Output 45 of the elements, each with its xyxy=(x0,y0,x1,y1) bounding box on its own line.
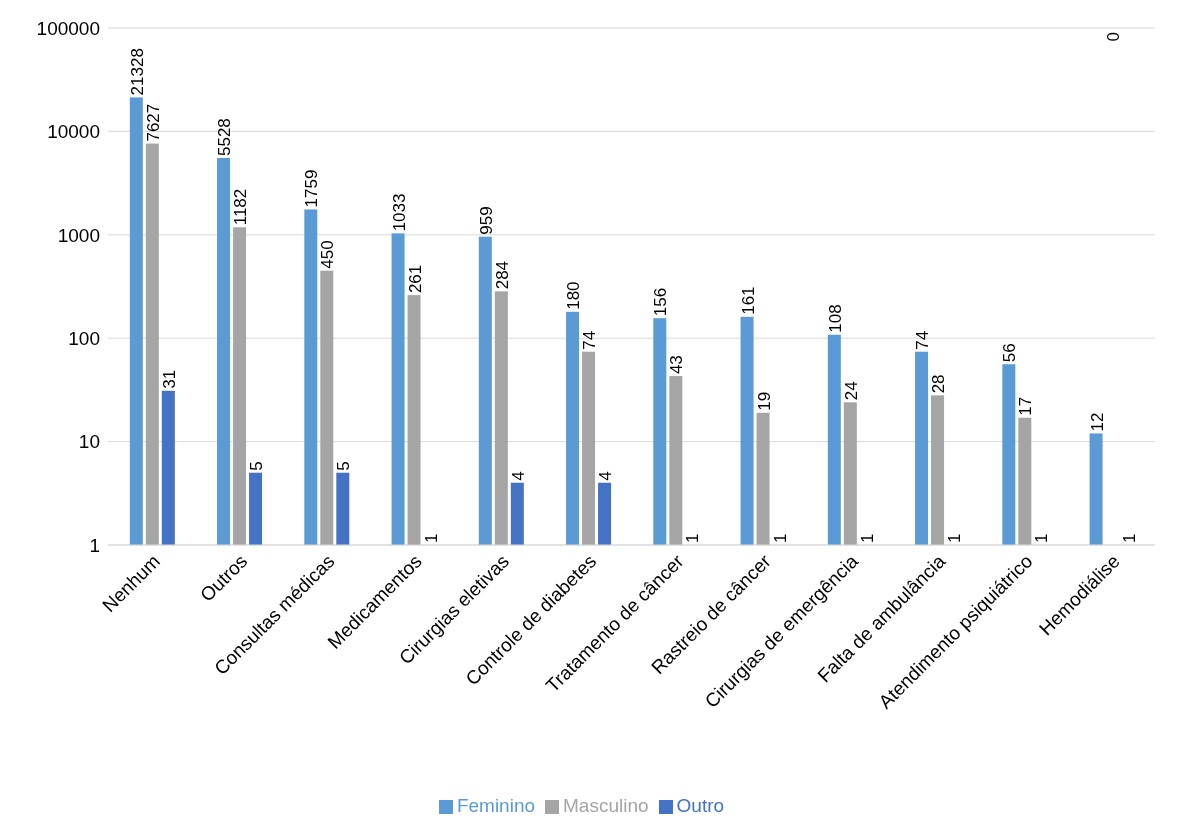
data-label: 7627 xyxy=(143,103,163,142)
data-label: 284 xyxy=(492,260,512,290)
y-tick-label: 1 xyxy=(89,534,100,556)
data-label: 1 xyxy=(1032,533,1052,543)
legend-label: Masculino xyxy=(563,795,649,816)
data-label: 1 xyxy=(945,533,965,543)
y-tick-label: 100000 xyxy=(36,17,100,39)
legend-label: Feminino xyxy=(456,795,536,816)
data-label: 1 xyxy=(421,533,441,543)
y-tick-label: 10000 xyxy=(47,121,100,143)
data-label: 21328 xyxy=(127,48,147,96)
data-label: 1033 xyxy=(389,193,409,232)
data-label: 17 xyxy=(1016,396,1036,416)
data-label: 1 xyxy=(683,533,703,543)
text: 0 xyxy=(1103,32,1123,42)
data-label: 4 xyxy=(508,471,528,481)
data-label: 1759 xyxy=(302,169,322,208)
data-label: 5528 xyxy=(215,118,235,157)
y-tick-label: 100 xyxy=(68,327,100,349)
data-label: 19 xyxy=(754,391,774,411)
data-label: 959 xyxy=(476,206,496,235)
data-label: 1182 xyxy=(231,188,251,226)
data-label: 261 xyxy=(405,264,425,294)
data-label: 74 xyxy=(580,330,600,350)
y-tick-label: 1000 xyxy=(57,224,100,246)
data-label: 43 xyxy=(667,355,687,375)
data-label: 108 xyxy=(825,304,845,333)
data-label: 1 xyxy=(1119,533,1139,543)
data-label: 5 xyxy=(247,461,267,471)
data-label: 56 xyxy=(1000,343,1020,363)
data-label: 12 xyxy=(1087,412,1107,432)
data-label: 4 xyxy=(596,471,616,481)
y-tick-label: 10 xyxy=(78,431,100,453)
data-label: 161 xyxy=(738,286,758,315)
data-label: 31 xyxy=(159,369,179,389)
data-label: 28 xyxy=(929,374,949,394)
data-label: 5 xyxy=(334,461,354,471)
data-label: 156 xyxy=(651,287,671,317)
data-label: 450 xyxy=(318,240,338,269)
data-label: 24 xyxy=(841,381,861,401)
legend-label: Outro xyxy=(676,795,725,816)
data-label: 1 xyxy=(857,533,877,543)
data-label: 1 xyxy=(770,533,790,543)
data-label: 74 xyxy=(913,330,933,350)
data-label: 180 xyxy=(564,281,584,310)
